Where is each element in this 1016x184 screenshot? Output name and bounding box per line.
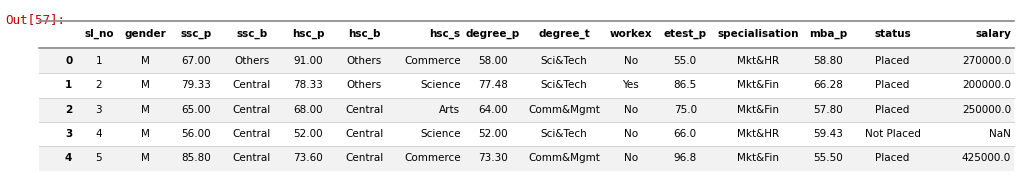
Text: 52.00: 52.00 xyxy=(478,129,508,139)
Text: M: M xyxy=(141,153,150,163)
Text: etest_p: etest_p xyxy=(663,29,707,39)
Text: 68.00: 68.00 xyxy=(294,105,323,115)
Text: 1: 1 xyxy=(96,56,103,66)
Text: 2: 2 xyxy=(65,105,72,115)
Text: Placed: Placed xyxy=(876,153,910,163)
Text: 75.0: 75.0 xyxy=(674,105,697,115)
Bar xyxy=(39,146,1014,171)
Text: Central: Central xyxy=(344,129,383,139)
Text: 0: 0 xyxy=(65,56,72,66)
Text: Central: Central xyxy=(344,153,383,163)
Text: 79.33: 79.33 xyxy=(181,80,210,90)
Text: No: No xyxy=(624,56,638,66)
Text: 58.00: 58.00 xyxy=(478,56,508,66)
Text: specialisation: specialisation xyxy=(717,29,799,39)
Text: gender: gender xyxy=(125,29,167,39)
Text: Mkt&Fin: Mkt&Fin xyxy=(737,80,779,90)
Text: Sci&Tech: Sci&Tech xyxy=(541,56,587,66)
Text: 4: 4 xyxy=(65,153,72,163)
Text: No: No xyxy=(624,105,638,115)
Bar xyxy=(39,98,1014,122)
Text: No: No xyxy=(624,129,638,139)
Text: Central: Central xyxy=(344,105,383,115)
Text: Out[57]:: Out[57]: xyxy=(5,13,65,26)
Text: status: status xyxy=(875,29,911,39)
Text: 55.0: 55.0 xyxy=(674,56,697,66)
Text: 3: 3 xyxy=(65,129,72,139)
Text: 73.30: 73.30 xyxy=(478,153,508,163)
Text: 56.00: 56.00 xyxy=(181,129,210,139)
Text: Placed: Placed xyxy=(876,56,910,66)
Bar xyxy=(39,49,1014,73)
Text: 425000.0: 425000.0 xyxy=(962,153,1011,163)
Text: 5: 5 xyxy=(96,153,103,163)
Text: M: M xyxy=(141,56,150,66)
Text: Others: Others xyxy=(346,56,382,66)
Text: No: No xyxy=(624,153,638,163)
Text: Sci&Tech: Sci&Tech xyxy=(541,129,587,139)
Text: 96.8: 96.8 xyxy=(674,153,697,163)
Text: M: M xyxy=(141,129,150,139)
Text: 86.5: 86.5 xyxy=(674,80,697,90)
Text: 4: 4 xyxy=(96,129,103,139)
Text: Placed: Placed xyxy=(876,105,910,115)
Text: 57.80: 57.80 xyxy=(814,105,843,115)
Text: degree_p: degree_p xyxy=(465,29,520,39)
Text: hsc_p: hsc_p xyxy=(292,29,324,39)
Text: ssc_b: ssc_b xyxy=(237,29,267,39)
Text: 64.00: 64.00 xyxy=(478,105,508,115)
Text: Central: Central xyxy=(233,105,271,115)
Text: 85.80: 85.80 xyxy=(181,153,210,163)
Text: Commerce: Commerce xyxy=(404,153,460,163)
Text: Comm&Mgmt: Comm&Mgmt xyxy=(528,153,599,163)
Text: Commerce: Commerce xyxy=(404,56,460,66)
Text: 270000.0: 270000.0 xyxy=(962,56,1011,66)
Text: 250000.0: 250000.0 xyxy=(962,105,1011,115)
Text: Comm&Mgmt: Comm&Mgmt xyxy=(528,105,599,115)
Text: Arts: Arts xyxy=(439,105,460,115)
Text: Science: Science xyxy=(420,80,460,90)
Text: 3: 3 xyxy=(96,105,103,115)
Text: 66.0: 66.0 xyxy=(674,129,697,139)
Text: 1: 1 xyxy=(65,80,72,90)
Text: Others: Others xyxy=(346,80,382,90)
Text: M: M xyxy=(141,105,150,115)
Text: Central: Central xyxy=(233,153,271,163)
Text: 65.00: 65.00 xyxy=(181,105,210,115)
Text: Central: Central xyxy=(233,129,271,139)
Text: hsc_b: hsc_b xyxy=(347,29,380,39)
Text: Mkt&HR: Mkt&HR xyxy=(737,129,779,139)
Text: ssc_p: ssc_p xyxy=(180,29,211,39)
Text: 55.50: 55.50 xyxy=(814,153,843,163)
Text: 52.00: 52.00 xyxy=(294,129,323,139)
Text: NaN: NaN xyxy=(989,129,1011,139)
Text: 67.00: 67.00 xyxy=(181,56,210,66)
Text: hsc_s: hsc_s xyxy=(430,29,460,39)
Text: 91.00: 91.00 xyxy=(294,56,323,66)
Text: Placed: Placed xyxy=(876,80,910,90)
Text: Mkt&HR: Mkt&HR xyxy=(737,56,779,66)
Text: Not Placed: Not Placed xyxy=(865,129,920,139)
Text: Yes: Yes xyxy=(623,80,639,90)
Text: Central: Central xyxy=(233,80,271,90)
Text: M: M xyxy=(141,80,150,90)
Text: 77.48: 77.48 xyxy=(478,80,508,90)
Text: Science: Science xyxy=(420,129,460,139)
Text: workex: workex xyxy=(610,29,652,39)
Text: Sci&Tech: Sci&Tech xyxy=(541,80,587,90)
Text: salary: salary xyxy=(975,29,1011,39)
Text: 73.60: 73.60 xyxy=(293,153,323,163)
Text: 58.80: 58.80 xyxy=(814,56,843,66)
Text: 2: 2 xyxy=(96,80,103,90)
Text: 66.28: 66.28 xyxy=(814,80,843,90)
Text: 200000.0: 200000.0 xyxy=(962,80,1011,90)
Text: mba_p: mba_p xyxy=(809,29,847,39)
Text: Others: Others xyxy=(235,56,269,66)
Text: Mkt&Fin: Mkt&Fin xyxy=(737,153,779,163)
Text: sl_no: sl_no xyxy=(84,29,114,39)
Text: Mkt&Fin: Mkt&Fin xyxy=(737,105,779,115)
Text: 59.43: 59.43 xyxy=(814,129,843,139)
Text: degree_t: degree_t xyxy=(538,29,590,39)
Text: 78.33: 78.33 xyxy=(293,80,323,90)
